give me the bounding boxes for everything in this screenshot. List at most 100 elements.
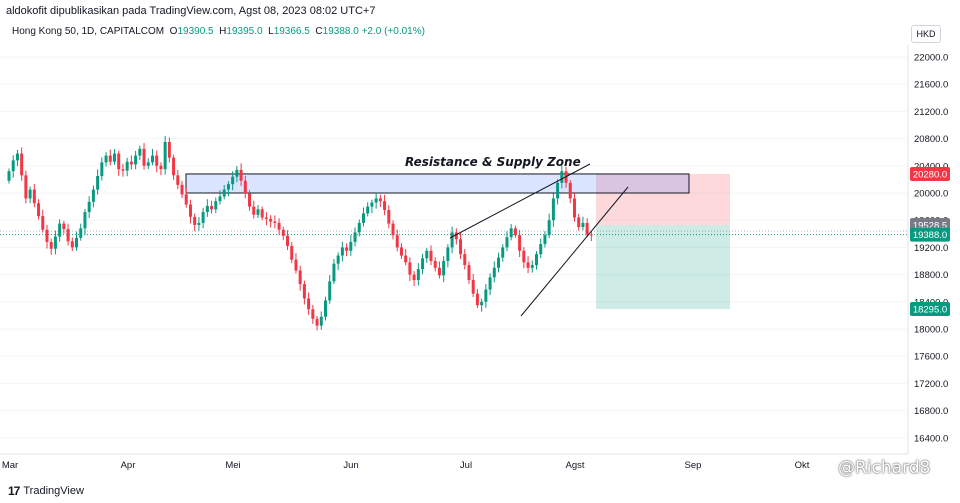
candle [210, 200, 214, 214]
candle-body [62, 223, 66, 230]
candle [176, 169, 180, 189]
candle [108, 149, 112, 166]
candle [205, 199, 209, 217]
candle [222, 185, 226, 200]
price-label-last: 19388.0 [910, 227, 950, 242]
candle [551, 193, 555, 227]
candle-body [45, 229, 49, 242]
candle [361, 207, 365, 227]
candle [41, 209, 45, 233]
candle [155, 150, 159, 173]
short-position-tool[interactable] [596, 173, 730, 309]
candle [201, 207, 205, 229]
candle [45, 224, 49, 249]
candle [577, 213, 581, 231]
candle [298, 265, 302, 291]
candle [294, 253, 298, 274]
take-profit-area[interactable] [596, 225, 730, 309]
candle [589, 231, 593, 242]
candle [180, 180, 184, 198]
candle [488, 273, 492, 296]
supply-zone[interactable] [185, 173, 690, 194]
x-axis: Mar Apr Mei Jun Jul Agst Sep Okt [2, 460, 810, 471]
candle-body [214, 201, 218, 210]
candle [437, 261, 441, 279]
candle [24, 170, 28, 204]
candle [70, 237, 74, 252]
candle [235, 165, 239, 183]
candle-body [530, 265, 534, 268]
candle [15, 149, 19, 167]
candle-body [129, 161, 133, 165]
candle [142, 143, 146, 170]
candle-body [150, 155, 154, 163]
candle-body [416, 269, 420, 281]
trend-lines[interactable] [449, 163, 629, 317]
candle [324, 296, 327, 321]
candle-body [159, 165, 163, 170]
currency-button[interactable]: HKD [911, 25, 941, 43]
candle [349, 235, 353, 256]
candle-body [437, 267, 441, 276]
candle-body [15, 153, 19, 161]
candle-body [146, 162, 150, 166]
candle-body [277, 222, 281, 230]
candle [277, 218, 281, 235]
candle-body [66, 229, 70, 242]
legend-high-value: 19395.0 [226, 26, 263, 37]
stop-loss-area[interactable] [596, 173, 730, 226]
candle [412, 271, 416, 287]
candle-body [226, 184, 230, 190]
candle [539, 238, 543, 259]
candle [433, 257, 437, 272]
x-tick-label: Sep [685, 460, 702, 471]
candle [117, 150, 121, 176]
candle-body [463, 254, 467, 266]
candle-body [336, 255, 340, 264]
candle-body [421, 258, 425, 270]
candle [290, 242, 294, 264]
candle-body [193, 216, 197, 225]
candle-body [568, 182, 572, 199]
attribution-text: aldokofit dipublikasikan pada TradingVie… [6, 5, 376, 17]
candle [374, 193, 378, 209]
y-tick-label: 20400.0 [914, 161, 948, 172]
candle [248, 190, 252, 211]
candle-body [408, 262, 412, 275]
candle-body [345, 247, 349, 251]
candle [20, 147, 24, 181]
candle [184, 187, 188, 208]
candle [416, 263, 420, 286]
upper-trend-line[interactable] [449, 163, 591, 239]
y-tick-label: 18800.0 [914, 270, 948, 281]
candle [497, 252, 501, 273]
price-label-text: 19388.0 [913, 230, 947, 241]
candle [425, 247, 429, 263]
lower-trend-line[interactable] [520, 186, 629, 317]
grid [0, 56, 908, 439]
legend-open-value: 19390.5 [177, 26, 214, 37]
candle-body [505, 237, 509, 248]
candle [159, 162, 163, 176]
y-tick-label: 19200.0 [914, 243, 948, 254]
candle-body [20, 153, 24, 176]
price-label-text: 18295.0 [913, 304, 947, 315]
candle [32, 184, 36, 208]
candle [467, 261, 471, 284]
symbol-name[interactable]: Hong Kong 50, 1D, CAPITALCOM [12, 26, 165, 37]
candle [319, 311, 323, 330]
candle-body [307, 298, 311, 310]
candle [332, 259, 336, 285]
x-tick-label: Mar [2, 460, 18, 471]
candle [91, 185, 95, 208]
candle [197, 217, 201, 231]
candle-body [387, 210, 391, 224]
resistance-zone-rect[interactable] [185, 173, 690, 194]
candle [53, 230, 57, 255]
candle-body [53, 236, 57, 249]
candle-body [222, 189, 226, 197]
tradingview-logo-icon: 17 [8, 484, 20, 498]
candle [547, 213, 551, 239]
candle-body [581, 222, 585, 227]
